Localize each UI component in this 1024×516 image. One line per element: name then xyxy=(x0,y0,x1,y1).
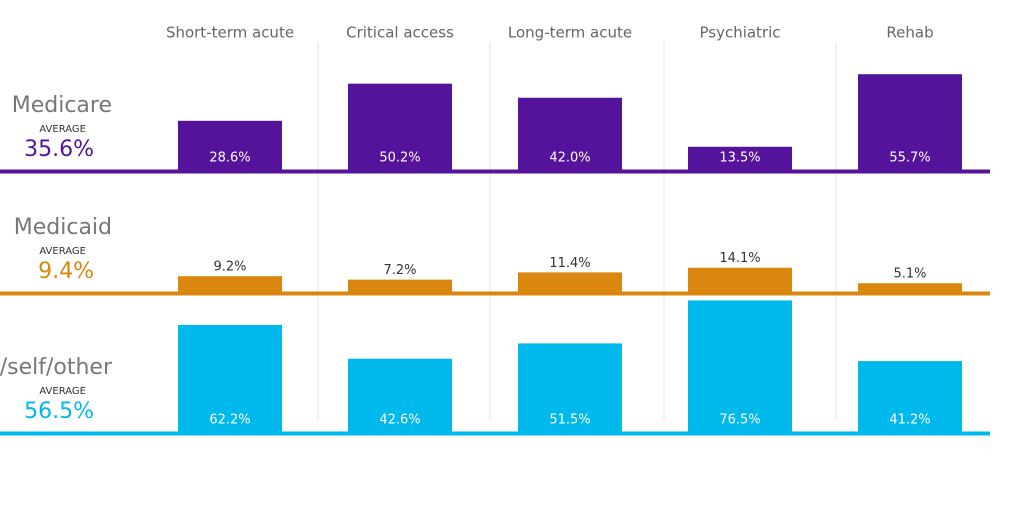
value-label: 9.2% xyxy=(213,260,246,275)
column-header: Psychiatric xyxy=(699,24,780,42)
average-caption: AVERAGE xyxy=(39,246,86,257)
series-name: Medicare xyxy=(12,93,112,118)
value-label: 62.2% xyxy=(209,413,250,428)
value-label: 7.2% xyxy=(383,263,416,278)
bar xyxy=(518,97,622,170)
value-label: 41.2% xyxy=(889,413,930,428)
bar xyxy=(858,74,962,170)
series-name: Medicaid xyxy=(14,215,112,240)
bar xyxy=(348,279,452,292)
value-label: 5.1% xyxy=(893,267,926,282)
bar xyxy=(688,300,792,432)
value-label: 28.6% xyxy=(209,151,250,166)
bar xyxy=(688,267,792,292)
series-name: Private/self/other xyxy=(0,355,113,380)
bar xyxy=(858,361,962,432)
value-label: 13.5% xyxy=(719,151,760,166)
average-value: 56.5% xyxy=(24,399,94,424)
bar xyxy=(178,276,282,292)
column-header: Short-term acute xyxy=(166,24,294,42)
bar xyxy=(858,283,962,292)
value-label: 50.2% xyxy=(379,151,420,166)
value-label: 11.4% xyxy=(549,256,590,271)
column-header: Long-term acute xyxy=(508,24,632,42)
bar xyxy=(348,83,452,170)
bar xyxy=(518,343,622,432)
average-caption: AVERAGE xyxy=(39,386,86,397)
average-value: 9.4% xyxy=(38,259,94,284)
column-header: Rehab xyxy=(886,24,933,42)
bar xyxy=(178,325,282,432)
bar xyxy=(178,120,282,170)
value-label: 76.5% xyxy=(719,413,760,428)
average-value: 35.6% xyxy=(24,137,94,162)
value-label: 55.7% xyxy=(889,151,930,166)
value-label: 42.0% xyxy=(549,151,590,166)
column-header: Critical access xyxy=(346,24,454,42)
value-label: 51.5% xyxy=(549,413,590,428)
value-label: 14.1% xyxy=(719,251,760,266)
bar xyxy=(518,272,622,292)
value-label: 42.6% xyxy=(379,413,420,428)
bar xyxy=(688,146,792,170)
bar xyxy=(348,358,452,432)
average-caption: AVERAGE xyxy=(39,124,86,135)
